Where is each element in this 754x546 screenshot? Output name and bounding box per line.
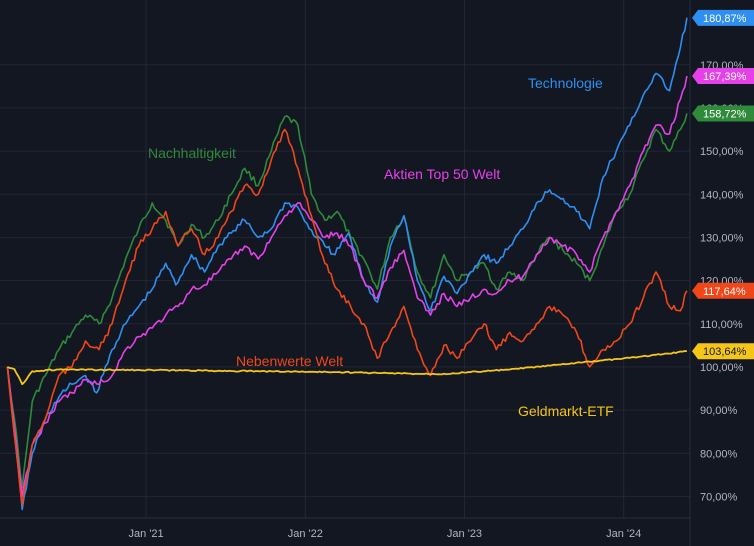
y-tick-label: 100,00% xyxy=(700,362,744,374)
y-tick-label: 130,00% xyxy=(700,232,744,244)
badge-value: 103,64% xyxy=(703,346,747,358)
series-line-nebenwerte xyxy=(6,128,688,506)
badge-shape xyxy=(692,9,754,26)
annotation-nebenwerte: Nebenwerte Welt xyxy=(236,353,343,369)
annotations: Technologie Nachhaltigkeit Aktien Top 50 W… xyxy=(148,75,614,419)
annotation-geldmarkt: Geldmarkt-ETF xyxy=(518,403,614,419)
annotation-aktien: Aktien Top 50 Welt xyxy=(384,166,500,182)
y-tick-label: 80,00% xyxy=(700,448,738,460)
y-tick-label: 90,00% xyxy=(700,405,738,417)
x-tick-label: Jan '21 xyxy=(129,528,164,540)
y-tick-label: 110,00% xyxy=(700,319,743,331)
badge-value: 180,87% xyxy=(703,13,747,25)
badge-shape xyxy=(692,105,754,122)
last-value-badge-nebenwerte: 117,64% xyxy=(692,282,754,299)
last-value-badges: 180,87% 167,39% 158,72% 117,64% 103,64% xyxy=(692,9,754,360)
annotation-nachhaltigkeit: Nachhaltigkeit xyxy=(148,145,236,161)
series-line-aktien xyxy=(6,75,688,498)
badge-shape xyxy=(692,282,754,299)
badge-value: 117,64% xyxy=(703,286,746,298)
x-tick-label: Jan '22 xyxy=(288,528,323,540)
annotation-technologie: Technologie xyxy=(528,75,603,91)
series-line-technologie xyxy=(6,17,688,511)
y-tick-label: 70,00% xyxy=(700,491,738,503)
x-tick-label: Jan '24 xyxy=(606,528,641,540)
badge-shape xyxy=(692,68,754,85)
last-value-badge-technologie: 180,87% xyxy=(692,9,754,26)
series-line-nachhaltigkeit xyxy=(6,113,688,489)
last-value-badge-geldmarkt: 103,64% xyxy=(692,343,754,360)
badge-shape xyxy=(692,343,754,360)
last-value-badge-aktien: 167,39% xyxy=(692,68,754,85)
badge-value: 167,39% xyxy=(703,71,747,83)
grid xyxy=(0,0,690,518)
series-line-geldmarkt xyxy=(7,350,687,386)
badge-value: 158,72% xyxy=(703,108,747,120)
y-tick-label: 150,00% xyxy=(700,146,744,158)
x-tick-label: Jan '23 xyxy=(447,528,482,540)
series-layer xyxy=(6,17,688,511)
last-value-badge-nachhaltigkeit: 158,72% xyxy=(692,105,754,122)
y-tick-label: 140,00% xyxy=(700,189,744,201)
